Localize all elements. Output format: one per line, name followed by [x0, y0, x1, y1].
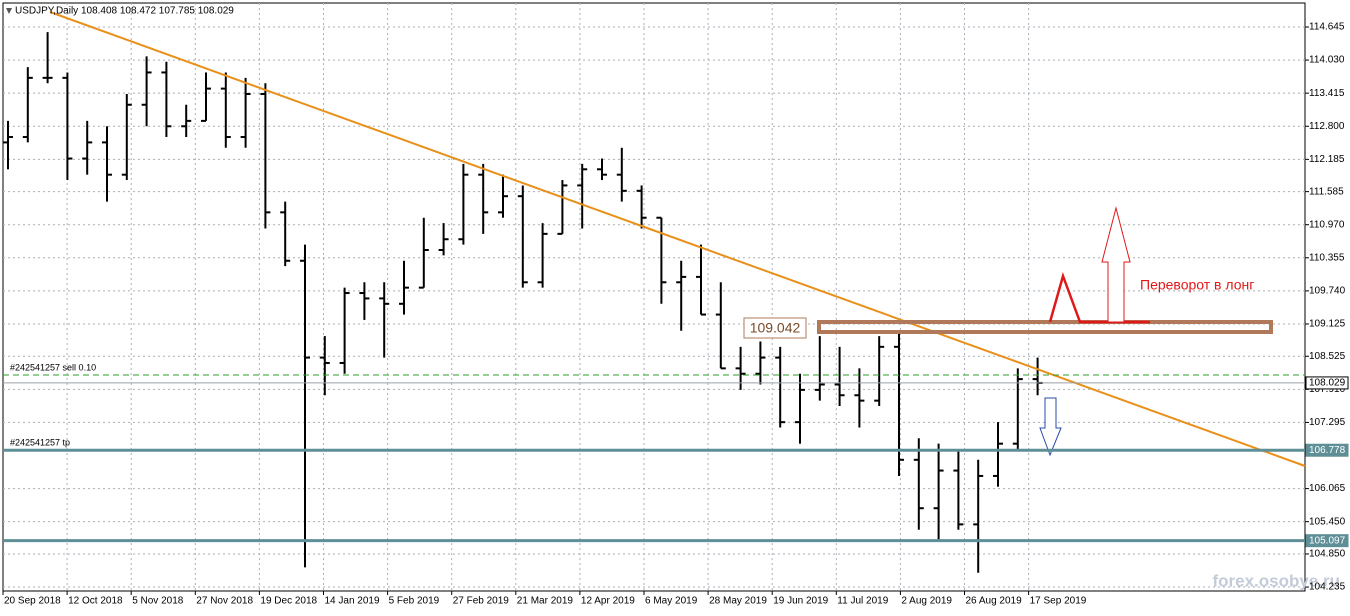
x-tick-label: 26 Aug 2019	[966, 596, 1023, 607]
x-tick-label: 20 Sep 2018	[4, 596, 61, 607]
x-tick-label: 21 Mar 2019	[517, 596, 574, 607]
down-arrow	[1039, 397, 1062, 457]
x-tick-label: 17 Sep 2019	[1030, 596, 1087, 607]
trend-line	[49, 11, 1306, 467]
y-tick-label: 109.740	[1309, 286, 1346, 297]
y-tick-label: 114.645	[1309, 22, 1345, 33]
x-tick-label: 19 Dec 2018	[260, 596, 317, 607]
level-name: #242541257 sell 0.10	[10, 362, 96, 372]
y-tick-label: 107.295	[1309, 417, 1346, 428]
y-tick-label: 112.800	[1309, 121, 1345, 132]
price-box-label: 105.097	[1309, 535, 1346, 546]
x-tick-label: 6 May 2019	[645, 596, 698, 607]
y-tick-label: 108.525	[1309, 351, 1346, 362]
y-tick-label: 111.585	[1309, 186, 1344, 197]
x-tick-label: 27 Nov 2018	[196, 596, 253, 607]
plot-frame	[2, 2, 1306, 592]
y-tick-label: 112.185	[1309, 154, 1345, 165]
symbol-icon	[6, 8, 12, 14]
bars	[3, 32, 1043, 573]
price-box	[1305, 534, 1349, 548]
x-tick-label: 11 Jul 2019	[837, 596, 888, 607]
x-tick-label: 2 Aug 2019	[901, 596, 952, 607]
y-tick-label: 109.125	[1309, 319, 1346, 330]
zone-label-box	[743, 317, 807, 339]
x-tick-label: 19 Jun 2019	[773, 596, 828, 607]
x-tick-label: 12 Apr 2019	[581, 596, 635, 607]
price-box	[1305, 443, 1349, 457]
y-tick-label: 104.850	[1309, 549, 1346, 560]
zone-label: 109.042	[750, 320, 801, 336]
resistance-zone	[817, 320, 1273, 334]
level-name: #242541257 tp	[10, 438, 70, 448]
price-box-label: 108.029	[1309, 378, 1346, 389]
y-tick-label: 105.450	[1309, 516, 1346, 527]
x-tick-label: 28 May 2019	[709, 596, 767, 607]
y-tick-label: 106.065	[1309, 483, 1346, 494]
up-arrow	[1101, 206, 1131, 323]
watermark: forex.osobye.ru	[1212, 571, 1340, 590]
y-tick-label: 113.415	[1309, 88, 1345, 99]
price-box-label: 106.778	[1309, 445, 1346, 456]
x-tick-label: 5 Nov 2018	[132, 596, 184, 607]
annotation: Переворот в лонг	[1140, 277, 1254, 293]
x-tick-label: 5 Feb 2019	[389, 596, 440, 607]
chart-title: USDJPY,Daily 108.408 108.472 107.785 108…	[15, 6, 234, 17]
y-tick-label: 114.030	[1309, 55, 1345, 66]
y-tick-label: 107.910	[1309, 384, 1346, 395]
x-tick-label: 12 Oct 2018	[68, 596, 123, 607]
y-tick-label: 104.235	[1309, 582, 1346, 593]
x-tick-label: 14 Jan 2019	[325, 596, 380, 607]
x-tick-label: 27 Feb 2019	[453, 596, 510, 607]
price-box	[1305, 376, 1349, 390]
y-tick-label: 110.355	[1309, 252, 1345, 263]
y-tick-label: 110.970	[1309, 219, 1345, 230]
